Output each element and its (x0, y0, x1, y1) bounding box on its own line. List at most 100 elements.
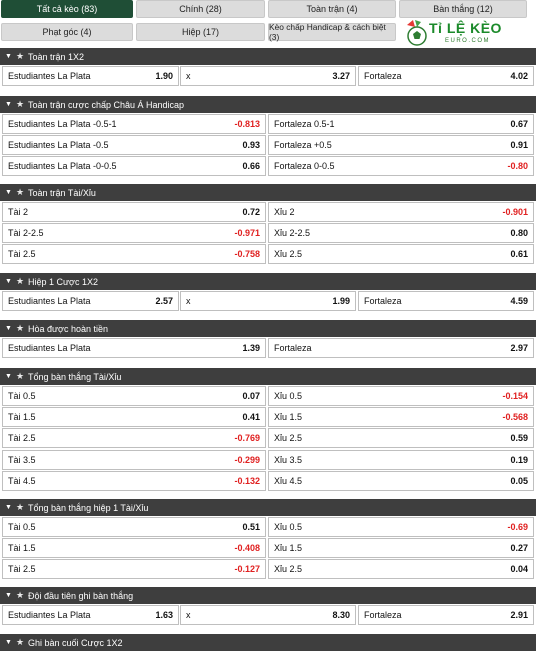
market-header[interactable]: ▼ ★ Toàn trận cược chấp Châu Á Handicap (0, 96, 536, 113)
odds-cell[interactable]: Xỉu 0.5 -0.154 (268, 386, 534, 406)
market-header[interactable]: ▼ ★ Toàn trận Tài/Xỉu (0, 184, 536, 201)
odds-cell[interactable]: Fortaleza 4.59 (358, 291, 534, 311)
odds-row: Tài 2-2.5 -0.971 Xỉu 2-2.5 0.80 (0, 223, 536, 244)
market-header[interactable]: ▼ ★ Tổng bàn thắng hiệp 1 Tài/Xỉu (0, 499, 536, 516)
odds-value: 0.27 (510, 543, 528, 554)
odds-cell[interactable]: Tài 2.5 -0.127 (2, 559, 266, 580)
selection-label: Fortaleza 0.5-1 (274, 119, 335, 129)
caret-down-icon: ▼ (5, 189, 12, 196)
odds-value: -0.971 (234, 228, 260, 239)
odds-cell[interactable]: Estudiantes La Plata -0.5-1 -0.813 (2, 114, 266, 134)
market-header[interactable]: ▼ ★ Toàn trận 1X2 (0, 48, 536, 65)
odds-value: -0.127 (234, 564, 260, 575)
tab-full-match[interactable]: Toàn trận (4) (268, 0, 396, 18)
market-header[interactable]: ▼ ★ Đội đầu tiên ghi bàn thắng (0, 587, 536, 604)
market-header[interactable]: ▼ ★ Ghi bàn cuối Cược 1X2 (0, 634, 536, 651)
odds-cell[interactable]: Fortaleza 2.97 (268, 338, 534, 358)
star-icon[interactable]: ★ (15, 637, 25, 647)
odds-value: 0.04 (510, 564, 528, 575)
odds-cell[interactable]: Tài 0.5 0.07 (2, 386, 266, 406)
odds-value: 2.57 (155, 296, 173, 306)
caret-down-icon: ▼ (5, 639, 12, 646)
selection-label: Estudiantes La Plata -0.5-1 (8, 119, 117, 129)
tab-corners[interactable]: Phạt góc (4) (1, 23, 133, 41)
selection-label: Estudiantes La Plata -0-0.5 (8, 161, 117, 172)
star-icon[interactable]: ★ (15, 371, 25, 381)
market-title: Tổng bàn thắng Tài/Xỉu (28, 371, 122, 382)
odds-value: 2.97 (510, 343, 528, 353)
odds-cell[interactable]: Tài 2.5 -0.769 (2, 428, 266, 449)
odds-cell[interactable]: Xỉu 2-2.5 0.80 (268, 223, 534, 244)
selection-label: Tài 3.5 (8, 454, 36, 465)
odds-cell[interactable]: Fortaleza 0-0.5 -0.80 (268, 156, 534, 177)
odds-cell[interactable]: Estudiantes La Plata 1.39 (2, 338, 266, 358)
selection-label: Estudiantes La Plata (8, 343, 91, 353)
odds-value: 1.39 (242, 343, 260, 353)
odds-cell[interactable]: Xỉu 2.5 0.04 (268, 559, 534, 580)
market-title: Ghi bàn cuối Cược 1X2 (28, 637, 123, 648)
odds-row: Estudiantes La Plata 1.39 Fortaleza 2.97 (0, 338, 536, 359)
odds-value: -0.132 (234, 475, 260, 486)
odds-cell[interactable]: Estudiantes La Plata -0.5 0.93 (2, 135, 266, 156)
odds-row: Tài 1.5 0.41 Xỉu 1.5 -0.568 (0, 407, 536, 428)
odds-value: 0.07 (242, 391, 260, 401)
odds-row: Tài 2.5 -0.127 Xỉu 2.5 0.04 (0, 559, 536, 580)
tab-half[interactable]: Hiệp (17) (136, 23, 265, 41)
odds-cell[interactable]: Fortaleza +0.5 0.91 (268, 135, 534, 156)
odds-cell[interactable]: x 3.27 (180, 66, 356, 86)
odds-cell[interactable]: Tài 2.5 -0.758 (2, 244, 266, 265)
odds-row: Estudiantes La Plata 2.57 x 1.99 Fortaleza 4.… (0, 291, 536, 312)
star-icon[interactable]: ★ (15, 99, 25, 109)
market-header[interactable]: ▼ ★ Hòa được hoàn tiền (0, 320, 536, 337)
star-icon[interactable]: ★ (15, 276, 25, 286)
odds-cell[interactable]: Xỉu 0.5 -0.69 (268, 517, 534, 537)
star-icon[interactable]: ★ (15, 323, 25, 333)
market-header[interactable]: ▼ ★ Hiệp 1 Cược 1X2 (0, 273, 536, 290)
selection-label: Fortaleza 0-0.5 (274, 161, 335, 172)
odds-cell[interactable]: Xỉu 2 -0.901 (268, 202, 534, 222)
star-icon[interactable]: ★ (15, 590, 25, 600)
selection-label: Fortaleza (364, 296, 402, 306)
odds-cell[interactable]: Estudiantes La Plata 1.90 (2, 66, 179, 86)
odds-value: -0.901 (502, 207, 528, 217)
tab-handicap[interactable]: Kèo chấp Handicap & cách biệt (3) (268, 22, 396, 42)
tab-main[interactable]: Chính (28) (136, 0, 265, 18)
selection-label: Estudiantes La Plata -0.5 (8, 140, 109, 151)
odds-cell[interactable]: Estudiantes La Plata 2.57 (2, 291, 179, 311)
odds-value: 0.59 (510, 433, 528, 444)
odds-cell[interactable]: Tài 3.5 -0.299 (2, 449, 266, 470)
selection-label: Tài 1.5 (8, 543, 36, 554)
odds-cell[interactable]: Xỉu 4.5 0.05 (268, 470, 534, 491)
odds-cell[interactable]: Tài 4.5 -0.132 (2, 470, 266, 491)
odds-value: 4.02 (510, 71, 528, 81)
odds-value: 0.93 (242, 140, 260, 151)
star-icon[interactable]: ★ (15, 51, 25, 61)
odds-cell[interactable]: Xỉu 1.5 -0.568 (268, 407, 534, 428)
odds-cell[interactable]: Fortaleza 2.91 (358, 605, 534, 625)
market-header[interactable]: ▼ ★ Tổng bàn thắng Tài/Xỉu (0, 368, 536, 385)
odds-value: 1.90 (155, 71, 173, 81)
odds-cell[interactable]: Tài 2 0.72 (2, 202, 266, 222)
odds-cell[interactable]: Estudiantes La Plata -0-0.5 0.66 (2, 156, 266, 177)
odds-cell[interactable]: Fortaleza 0.5-1 0.67 (268, 114, 534, 134)
market-title: Hòa được hoàn tiền (28, 323, 108, 334)
tab-all[interactable]: Tất cả kèo (83) (1, 0, 133, 18)
odds-cell[interactable]: Tài 2-2.5 -0.971 (2, 223, 266, 244)
odds-cell[interactable]: Tài 1.5 0.41 (2, 407, 266, 428)
star-icon[interactable]: ★ (15, 187, 25, 197)
odds-cell[interactable]: Xỉu 2.5 0.59 (268, 428, 534, 449)
tab-goals[interactable]: Bàn thắng (12) (399, 0, 527, 18)
market-title: Toàn trận cược chấp Châu Á Handicap (28, 99, 185, 110)
odds-cell[interactable]: Tài 1.5 -0.408 (2, 538, 266, 559)
odds-cell[interactable]: Estudiantes La Plata 1.63 (2, 605, 179, 625)
market-title: Toàn trận 1X2 (28, 51, 85, 62)
odds-cell[interactable]: Xỉu 2.5 0.61 (268, 244, 534, 265)
odds-cell[interactable]: Xỉu 3.5 0.19 (268, 449, 534, 470)
odds-cell[interactable]: Xỉu 1.5 0.27 (268, 538, 534, 559)
selection-label: Tài 2-2.5 (8, 228, 44, 239)
odds-cell[interactable]: Fortaleza 4.02 (358, 66, 534, 86)
odds-cell[interactable]: Tài 0.5 0.51 (2, 517, 266, 537)
star-icon[interactable]: ★ (15, 502, 25, 512)
odds-cell[interactable]: x 8.30 (180, 605, 356, 625)
odds-cell[interactable]: x 1.99 (180, 291, 356, 311)
